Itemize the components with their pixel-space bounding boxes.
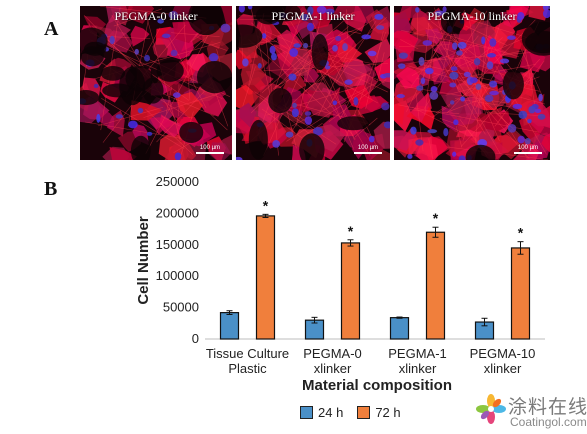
bar bbox=[510, 247, 531, 340]
legend-item: 24 h bbox=[300, 405, 343, 420]
scale-bar bbox=[514, 152, 542, 154]
x-tick-label: Plastic bbox=[228, 361, 267, 376]
watermark-url: Coatingol.com bbox=[510, 415, 587, 429]
micrograph-label: PEGMA-0 linker bbox=[114, 9, 198, 23]
x-tick-label: PEGMA-10 bbox=[470, 346, 536, 361]
legend-label: 24 h bbox=[318, 405, 344, 420]
scale-bar-label: 100 µm bbox=[357, 145, 379, 151]
bar bbox=[389, 317, 410, 340]
chart-legend: 24 h 72 h bbox=[300, 405, 401, 420]
scale-bar bbox=[196, 152, 224, 154]
x-tick-label: PEGMA-1 bbox=[388, 346, 447, 361]
x-tick-label: PEGMA-0 bbox=[303, 346, 362, 361]
micrograph-image bbox=[394, 6, 550, 160]
watermark-logo: 涂料在线 Coatingol.com bbox=[476, 392, 587, 432]
y-tick-label: 150000 bbox=[156, 237, 199, 252]
x-tick-label: Tissue Culture bbox=[206, 346, 289, 361]
x-tick-label: xlinker bbox=[399, 361, 437, 376]
micrograph-pegma-1: PEGMA-1 linker 100 µm bbox=[236, 6, 390, 160]
scale-bar bbox=[354, 152, 382, 154]
bar bbox=[219, 312, 240, 340]
x-tick-label: xlinker bbox=[314, 361, 352, 376]
micrograph-pegma-10: PEGMA-10 linker 100 µm bbox=[394, 6, 550, 160]
significance-marker: * bbox=[348, 223, 354, 239]
bar bbox=[340, 242, 361, 340]
watermark-text: 涂料在线 bbox=[508, 396, 587, 418]
x-axis-label: Material composition bbox=[302, 377, 452, 394]
flower-logo-icon bbox=[476, 394, 506, 424]
y-tick-label: 100000 bbox=[156, 268, 199, 283]
significance-marker: * bbox=[518, 225, 524, 241]
micrograph-label: PEGMA-1 linker bbox=[271, 9, 355, 23]
significance-marker: * bbox=[433, 210, 439, 226]
scale-bar-label: 100 µm bbox=[517, 145, 539, 151]
micrograph-label: PEGMA-10 linker bbox=[427, 9, 517, 23]
legend-swatch bbox=[357, 406, 371, 419]
y-tick-label: 250000 bbox=[156, 174, 199, 189]
y-tick-label: 50000 bbox=[163, 300, 199, 315]
y-axis-label: Cell Number bbox=[135, 216, 152, 305]
micrograph-image bbox=[80, 6, 232, 160]
y-tick-label: 0 bbox=[192, 331, 199, 346]
legend-swatch bbox=[300, 406, 313, 419]
x-tick-label: xlinker bbox=[484, 361, 522, 376]
legend-label: 72 h bbox=[375, 405, 401, 420]
micrograph-pegma-0: PEGMA-0 linker 100 µm bbox=[80, 6, 232, 160]
y-tick-label: 200000 bbox=[156, 205, 199, 220]
legend-item: 72 h bbox=[357, 405, 401, 420]
significance-marker: * bbox=[263, 197, 269, 213]
panel-a-letter: A bbox=[44, 18, 59, 40]
scale-bar-label: 100 µm bbox=[199, 145, 221, 151]
bar bbox=[255, 215, 276, 340]
panel-b-letter: B bbox=[44, 178, 58, 200]
bar bbox=[425, 231, 446, 340]
